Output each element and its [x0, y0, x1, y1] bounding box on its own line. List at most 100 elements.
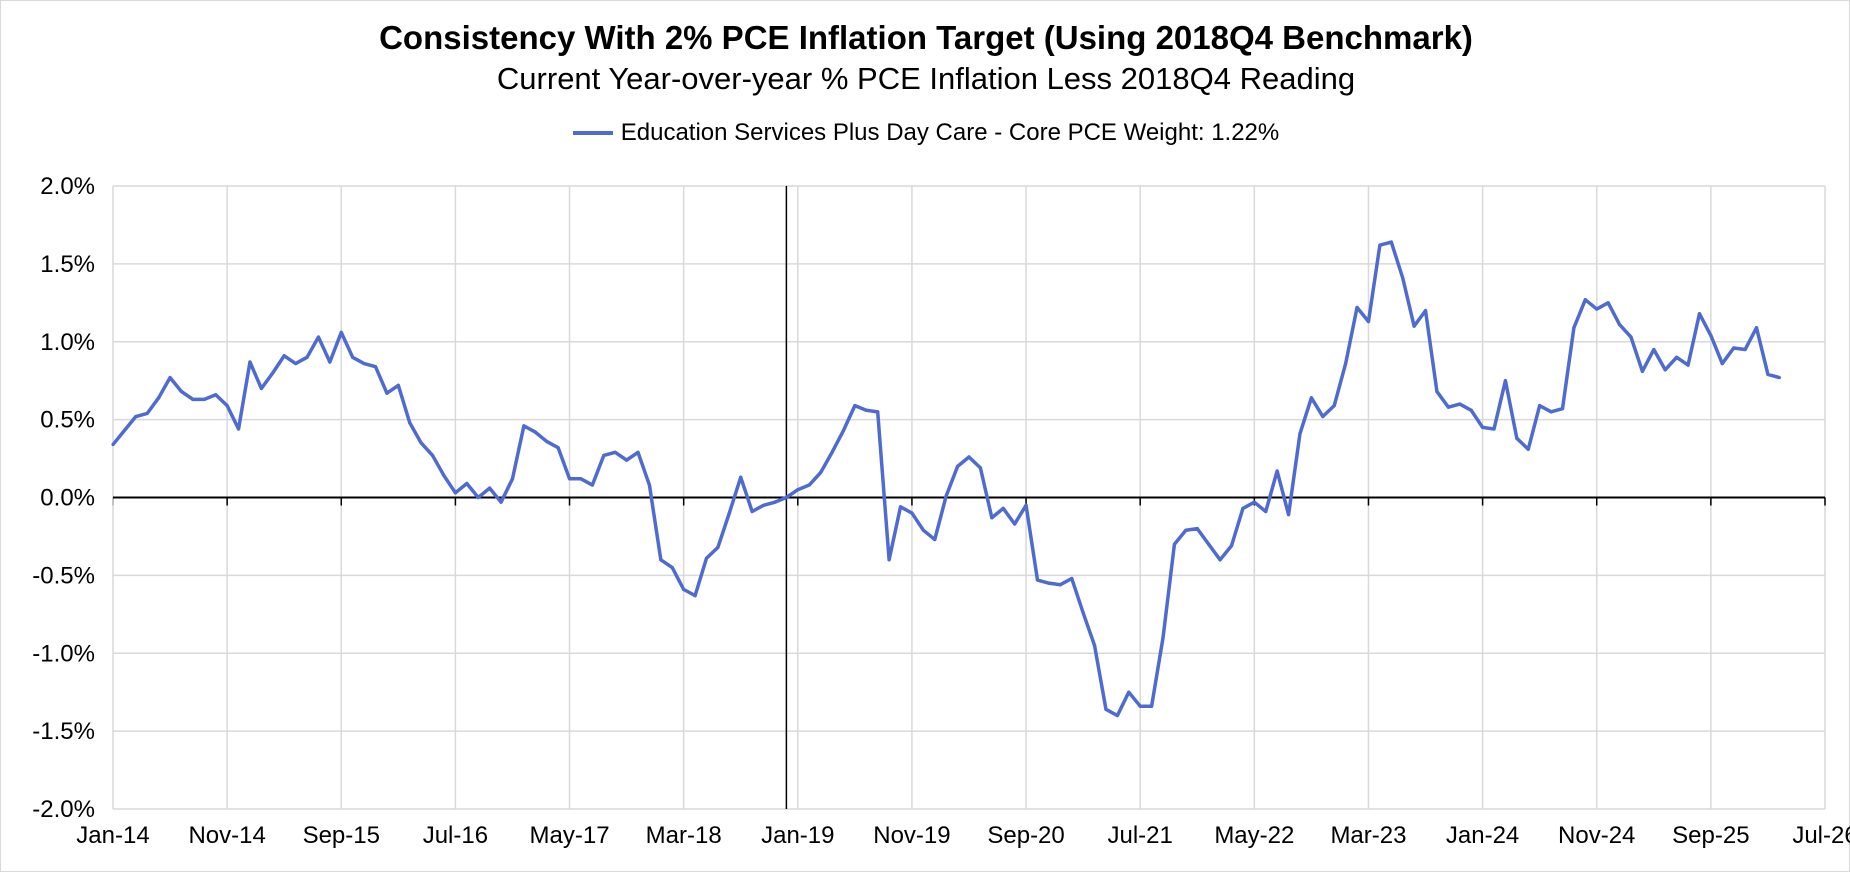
- data-point: [1595, 307, 1599, 311]
- y-tick-label: 1.5%: [40, 251, 95, 278]
- data-point: [625, 458, 629, 462]
- data-point: [1001, 506, 1005, 511]
- x-axis-ticks: Jan-14 Nov-14 Sep-15 Jul-16 May-17 Mar-18 Jan-…: [76, 822, 1850, 849]
- data-point: [282, 354, 286, 358]
- data-point: [955, 464, 960, 468]
- data-point: [910, 511, 914, 515]
- data-point: [1629, 335, 1633, 339]
- data-point: [613, 450, 617, 454]
- x-tick-label: Jul-26: [1792, 822, 1850, 849]
- data-point: [1081, 611, 1085, 615]
- data-point: [647, 483, 652, 487]
- data-point: [773, 500, 777, 504]
- y-tick-label: -1.0%: [32, 640, 95, 667]
- data-point: [328, 360, 332, 364]
- data-point: [1104, 707, 1108, 711]
- data-point: [750, 509, 754, 514]
- data-point: [602, 453, 606, 458]
- data-point: [202, 397, 206, 401]
- x-tick-label: Sep-20: [987, 822, 1064, 849]
- data-point: [545, 439, 549, 444]
- data-point: [1286, 513, 1291, 517]
- data-point: [727, 511, 731, 515]
- y-tick-label: 1.0%: [40, 329, 95, 356]
- data-point: [1606, 301, 1610, 305]
- data-point: [933, 537, 937, 542]
- data-point: [1013, 522, 1017, 526]
- data-point: [339, 330, 343, 335]
- data-point: [1092, 643, 1097, 648]
- y-tick-label: 0.5%: [40, 407, 95, 434]
- data-point: [373, 365, 378, 369]
- data-point: [1423, 309, 1428, 313]
- x-tick-label: Mar-23: [1330, 822, 1406, 849]
- data-point: [1229, 544, 1234, 548]
- data-point: [1503, 379, 1508, 383]
- data-point: [944, 494, 948, 498]
- data-point: [819, 470, 823, 475]
- data-point: [465, 481, 469, 486]
- data-point: [784, 495, 788, 500]
- data-point: [122, 428, 127, 433]
- data-point: [887, 558, 891, 562]
- data-point: [1321, 414, 1325, 419]
- data-point: [1366, 319, 1371, 324]
- data-point: [236, 427, 241, 431]
- data-point: [978, 466, 983, 470]
- data-point: [1492, 427, 1496, 431]
- data-point: [579, 477, 583, 481]
- data-point: [659, 558, 663, 562]
- data-point: [1766, 372, 1770, 377]
- data-point: [1138, 704, 1142, 708]
- data-point: [1389, 240, 1393, 244]
- data-point: [1777, 375, 1781, 380]
- data-point: [1720, 361, 1724, 366]
- data-point: [807, 483, 811, 487]
- data-point: [1207, 542, 1211, 546]
- data-point: [864, 408, 868, 412]
- x-tick-label: Jan-19: [761, 822, 834, 849]
- x-tick-label: Sep-25: [1672, 822, 1749, 849]
- data-point: [921, 528, 925, 532]
- data-point: [590, 483, 594, 487]
- data-point: [796, 488, 800, 492]
- data-point: [362, 361, 366, 366]
- data-point: [1172, 542, 1177, 546]
- data-point: [1617, 323, 1622, 327]
- data-point: [1446, 405, 1450, 409]
- data-point: [111, 442, 115, 447]
- chart-title: Consistency With 2% PCE Inflation Target…: [379, 19, 1473, 56]
- data-point: [1754, 326, 1759, 330]
- series-layer: [111, 240, 1781, 718]
- data-point: [716, 545, 720, 549]
- data-point: [670, 565, 674, 570]
- x-tick-label: May-17: [530, 822, 610, 849]
- data-point: [853, 404, 857, 408]
- data-point: [351, 355, 355, 359]
- data-point: [1401, 276, 1405, 280]
- data-point: [145, 411, 149, 415]
- data-point: [430, 453, 435, 458]
- data-point: [1743, 347, 1747, 352]
- data-point: [1355, 305, 1359, 310]
- data-point: [739, 475, 743, 479]
- data-point: [1560, 407, 1565, 411]
- data-point: [1184, 528, 1188, 532]
- data-point: [1515, 436, 1519, 440]
- x-tick-label: May-22: [1214, 822, 1294, 849]
- data-point: [225, 404, 229, 408]
- data-point: [1047, 581, 1051, 585]
- y-tick-label: -1.5%: [32, 718, 95, 745]
- data-point: [1458, 402, 1462, 406]
- data-point: [567, 477, 572, 481]
- data-point: [453, 491, 457, 495]
- data-point: [1412, 324, 1416, 328]
- data-point: [876, 410, 880, 414]
- x-tick-label: Sep-15: [303, 822, 380, 849]
- legend-swatch: [572, 131, 613, 135]
- data-point: [1309, 396, 1313, 400]
- data-point: [1572, 326, 1576, 330]
- data-point: [1549, 410, 1553, 414]
- data-point: [1709, 333, 1713, 338]
- data-point: [488, 486, 492, 490]
